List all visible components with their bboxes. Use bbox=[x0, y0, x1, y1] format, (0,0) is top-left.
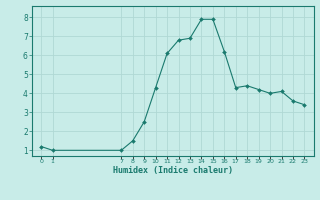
X-axis label: Humidex (Indice chaleur): Humidex (Indice chaleur) bbox=[113, 166, 233, 175]
